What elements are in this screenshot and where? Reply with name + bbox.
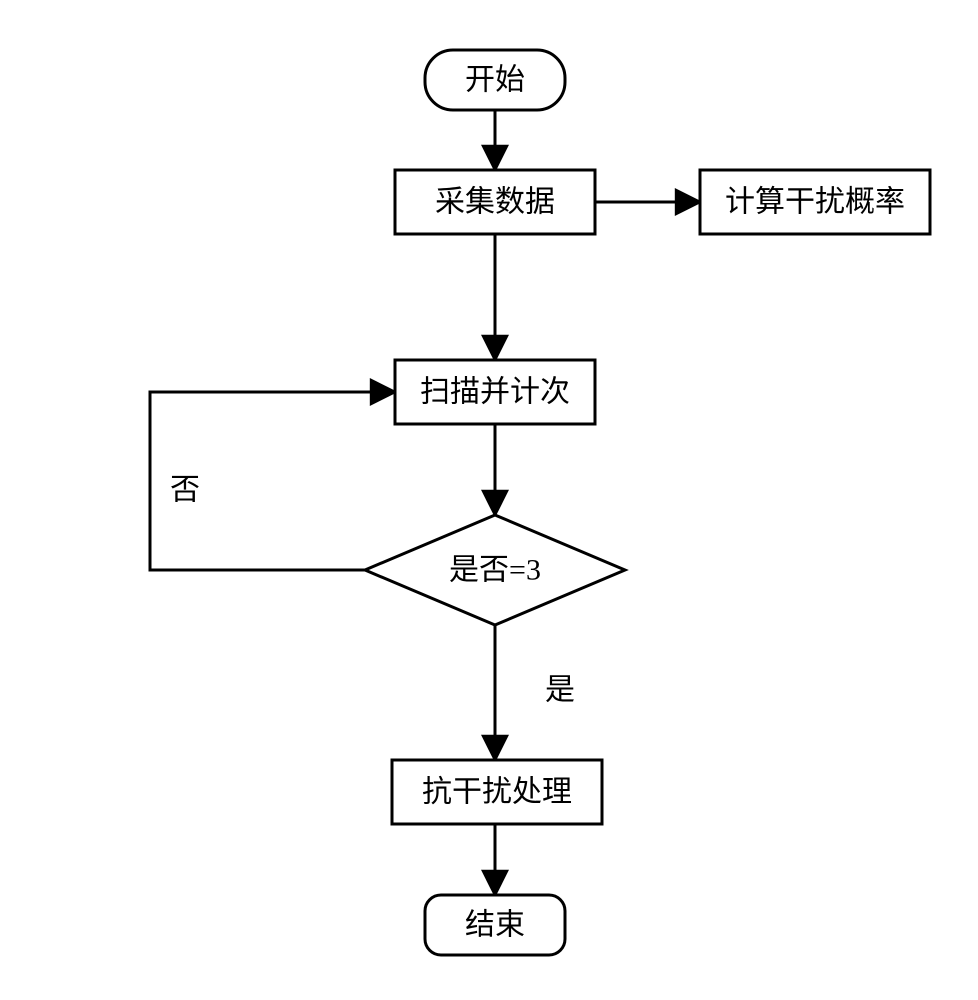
edge-label-e5: 是 — [545, 674, 575, 707]
flowchart-container: 是 否 开始采集数据 计算干扰概率扫描并计次是否=3 抗干扰处理结束 — [0, 0, 978, 1000]
node-label-end: 结束 — [465, 909, 525, 942]
node-label-scan: 扫描并计次 — [420, 376, 570, 409]
edge-label-e6: 否 — [170, 474, 200, 507]
node-label-start: 开始 — [465, 64, 525, 97]
node-label-anti: 抗干扰处理 — [422, 776, 572, 809]
node-label-collect: 采集数据 — [435, 186, 555, 219]
node-label-calc: 计算干扰概率 — [725, 186, 905, 219]
node-label-dec: 是否=3 — [449, 554, 541, 587]
